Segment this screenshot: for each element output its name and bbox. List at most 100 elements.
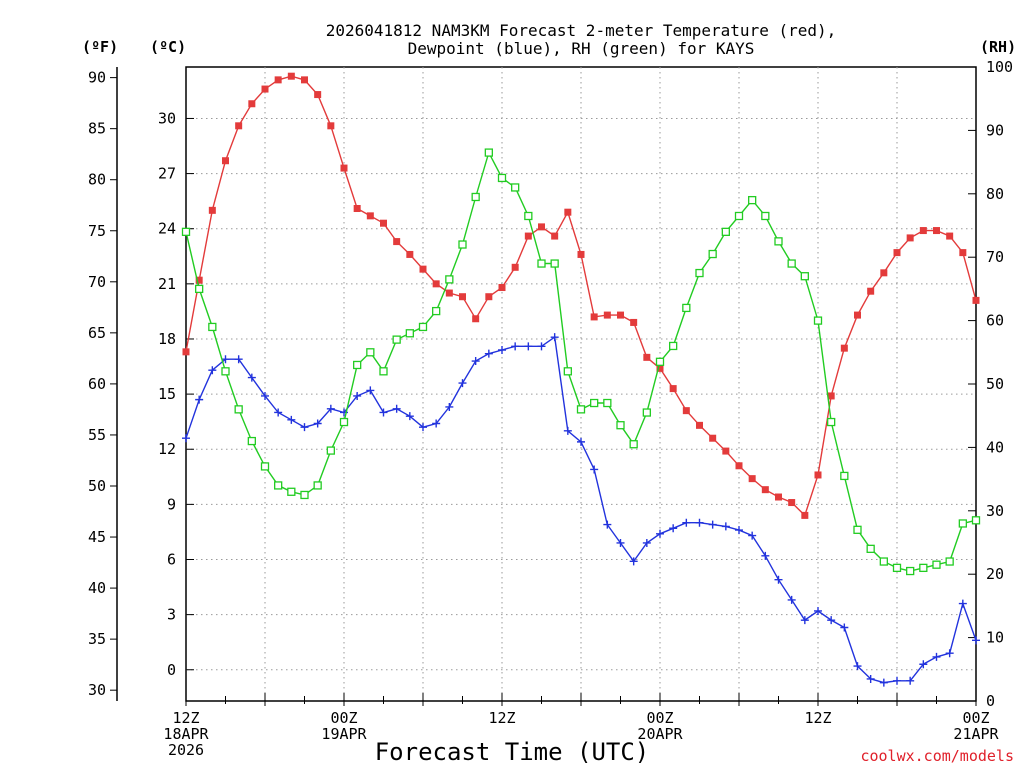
temperature-point: [972, 296, 980, 304]
rh-point: [458, 240, 467, 249]
x-tick-label: 12Z: [172, 709, 199, 727]
dewpoint-point: [287, 415, 296, 424]
series-rh: [181, 148, 981, 576]
rh-point: [787, 259, 796, 268]
fahrenheit-tick-label: 35: [88, 630, 106, 648]
temperature-point: [959, 249, 967, 257]
rh-point: [484, 148, 493, 157]
rh-point: [879, 557, 888, 566]
dewpoint-point: [590, 465, 599, 474]
rh-tick-label: 10: [986, 629, 1004, 647]
celsius-tick-label: 30: [158, 109, 176, 127]
dewpoint-point: [735, 526, 743, 535]
temperature-point: [617, 311, 624, 319]
rh-point: [405, 329, 414, 338]
temperature-point: [946, 232, 954, 240]
dewpoint-point: [419, 423, 427, 432]
temperature-point: [287, 72, 295, 80]
series-dewpoint: [182, 333, 980, 687]
dewpoint-point: [774, 575, 783, 584]
rh-point: [181, 227, 191, 236]
temperature-point: [472, 315, 480, 323]
dewpoint-point: [945, 649, 954, 658]
rh-point: [919, 563, 928, 573]
rh-tick-label: 20: [986, 565, 1004, 583]
rh-point: [234, 405, 243, 414]
temperature-point: [761, 486, 769, 494]
fahrenheit-unit-label: (ºF): [82, 38, 118, 56]
dewpoint-point: [379, 408, 388, 417]
rh-point: [247, 436, 256, 446]
temperature-point: [893, 249, 901, 257]
temperature-point: [682, 407, 690, 415]
rh-point: [971, 516, 981, 525]
rh-point: [339, 417, 349, 427]
celsius-tick-label: 3: [167, 606, 176, 624]
rh-point: [616, 421, 625, 430]
temperature-point: [301, 76, 308, 84]
temperature-point: [788, 499, 796, 507]
temperature-point: [669, 385, 677, 393]
chart-title-line-2: Dewpoint (blue), RH (green) for KAYS: [408, 39, 755, 58]
rh-point: [550, 259, 559, 268]
temperature-point: [498, 284, 506, 292]
rh-point: [208, 322, 217, 332]
rh-tick-label: 100: [986, 58, 1013, 76]
temperature-point: [419, 265, 427, 273]
dewpoint-point: [958, 599, 967, 608]
dewpoint-point: [313, 419, 322, 428]
rh-point: [853, 525, 862, 534]
dewpoint-point: [550, 333, 559, 342]
dewpoint-point: [577, 437, 585, 446]
dewpoint-point: [326, 404, 335, 413]
rh-point: [379, 367, 388, 376]
dewpoint-point: [392, 404, 401, 413]
dewpoint-point: [761, 551, 770, 560]
rh-point: [682, 303, 691, 313]
dewpoint-point: [629, 557, 638, 566]
dewpoint-point: [893, 676, 901, 685]
rh-point: [629, 440, 638, 449]
dewpoint-point: [879, 678, 888, 687]
temperature-point: [735, 462, 743, 470]
temperature-point: [353, 205, 361, 213]
temperature-point: [524, 232, 532, 240]
dewpoint-point: [682, 518, 691, 527]
rh-point: [906, 566, 915, 576]
x-tick-label: 12Z: [488, 709, 515, 727]
rh-point: [353, 360, 362, 370]
x-tick-label: 18APR: [163, 725, 209, 743]
dewpoint-point: [405, 412, 414, 421]
rh-point: [195, 284, 204, 294]
rh-point: [761, 211, 770, 221]
series-2-meter-temperature: [182, 72, 980, 519]
dewpoint-point: [721, 522, 730, 531]
dewpoint-point: [274, 408, 283, 417]
dewpoint-point: [866, 674, 875, 683]
rh-point: [590, 398, 599, 408]
temperature-point: [551, 232, 559, 240]
dewpoint-point: [656, 529, 664, 538]
x-tick-label: 00Z: [962, 709, 989, 727]
rh-point: [287, 487, 296, 496]
dewpoint-point: [919, 660, 928, 669]
rh-point: [366, 348, 375, 357]
dewpoint-point: [471, 357, 480, 366]
rh-point: [721, 227, 730, 236]
dewpoint-point: [814, 606, 822, 615]
temperature-point: [393, 238, 401, 246]
rh-point: [471, 192, 480, 202]
temperature-point: [722, 447, 730, 455]
dewpoint-point: [445, 402, 454, 411]
dewpoint-point: [563, 426, 572, 435]
dewpoint-point: [708, 520, 717, 529]
temperature-point: [880, 269, 888, 277]
rh-point: [892, 563, 902, 573]
rh-point: [603, 398, 612, 408]
dewpoint-point: [800, 616, 809, 625]
rh-tick-label: 60: [986, 312, 1004, 330]
temperature-point: [630, 318, 638, 326]
dewpoint-point: [300, 423, 309, 432]
chart-title-line-1: 2026041812 NAM3KM Forecast 2-meter Tempe…: [326, 21, 837, 40]
